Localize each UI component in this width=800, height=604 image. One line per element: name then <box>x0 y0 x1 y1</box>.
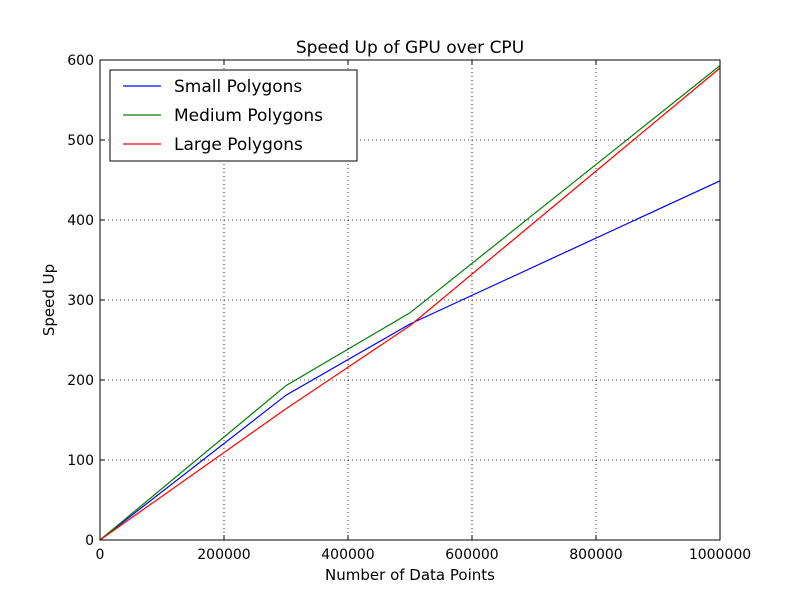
y-tick-label: 300 <box>67 293 94 309</box>
series-line-small-polygons <box>99 180 721 541</box>
x-tick-label: 600000 <box>445 547 498 563</box>
series-line-medium-polygons <box>99 65 721 541</box>
x-tick-label: 800000 <box>569 547 622 563</box>
axis-ticks: 0 200000 400000 600000 800000 1000000 0 100 200 3… <box>67 53 751 563</box>
y-tick-label: 100 <box>67 453 94 469</box>
chart-title: Speed Up of GPU over CPU <box>296 38 524 58</box>
y-axis-label: Speed Up <box>40 264 58 336</box>
legend-label: Large Polygons <box>174 135 303 155</box>
y-tick-label: 400 <box>67 213 94 229</box>
series-lines <box>99 65 721 541</box>
x-axis-label: Number of Data Points <box>325 566 495 584</box>
y-tick-label: 500 <box>67 133 94 149</box>
series-line-large-polygons <box>99 67 721 541</box>
y-tick-label: 600 <box>67 53 94 69</box>
x-tick-label: 0 <box>96 547 105 563</box>
x-tick-label: 1000000 <box>689 547 751 563</box>
legend-label: Medium Polygons <box>174 106 323 126</box>
legend-label: Small Polygons <box>174 77 302 97</box>
x-tick-label: 200000 <box>197 547 250 563</box>
y-tick-label: 0 <box>85 533 94 549</box>
y-tick-label: 200 <box>67 373 94 389</box>
legend: Small Polygons Medium Polygons Large Polyg… <box>109 69 358 162</box>
x-tick-label: 400000 <box>321 547 374 563</box>
